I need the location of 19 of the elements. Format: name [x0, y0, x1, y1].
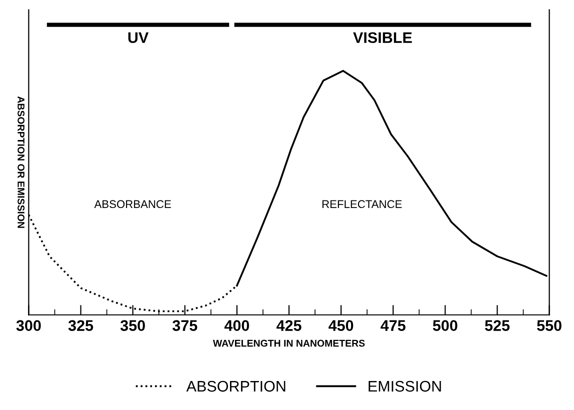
annotation: REFLECTANCE: [322, 200, 402, 208]
y-axis-title: ABSORPTION OR EMISSION: [18, 96, 24, 228]
x-tick-label: 425: [276, 320, 302, 331]
x-axis-title: WAVELENGTH IN NANOMETERS: [212, 340, 365, 347]
text: VISIBLE: [353, 32, 412, 44]
x-tick-label: 450: [328, 320, 354, 331]
x-tick-label: 375: [172, 320, 198, 331]
text: UV: [128, 32, 149, 44]
x-tick-label: 550: [537, 320, 562, 331]
x-tick-label: 500: [432, 320, 458, 331]
legend-label: ABSORPTION: [186, 380, 286, 392]
legend-label: EMISSION: [368, 380, 441, 392]
x-tick-label: 400: [224, 320, 250, 331]
x-tick-label: 350: [120, 320, 145, 331]
x-tick-label: 300: [16, 320, 41, 331]
x-tick-label: 325: [68, 320, 94, 331]
annotation: ABSORBANCE: [94, 200, 171, 208]
x-tick-label: 475: [380, 320, 406, 331]
x-tick-label: 525: [484, 320, 510, 331]
